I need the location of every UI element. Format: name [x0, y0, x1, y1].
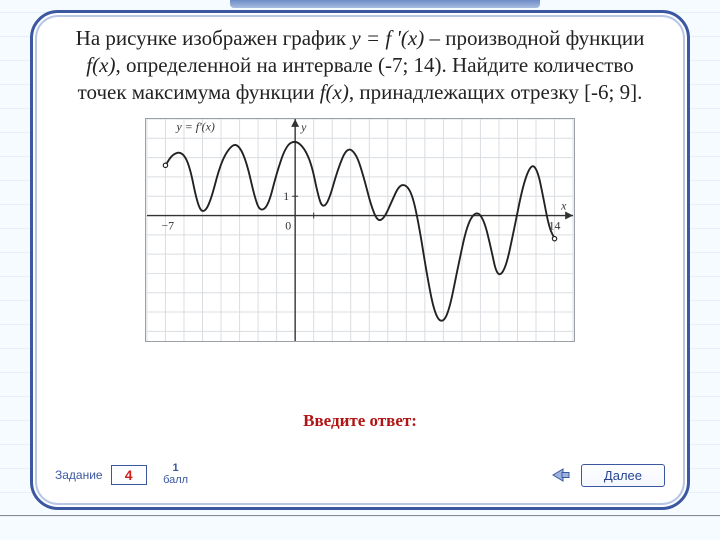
- answer-prompt: Введите ответ:: [33, 411, 687, 431]
- svg-text:y = f'(x): y = f'(x): [176, 119, 215, 133]
- svg-text:0: 0: [285, 218, 291, 232]
- svg-text:−7: −7: [161, 218, 174, 232]
- footer-bar: Задание 4 1 балл Далее: [55, 457, 665, 493]
- svg-text:1: 1: [283, 189, 289, 203]
- score-label: 1 балл: [159, 463, 193, 486]
- derivative-chart: y = f'(x) y x −7 14 0 1: [145, 118, 575, 342]
- chart-container: y = f'(x) y x −7 14 0 1: [65, 118, 655, 342]
- task-label: Задание: [55, 468, 103, 482]
- score-unit: балл: [159, 475, 193, 487]
- svg-text:x: x: [560, 198, 567, 212]
- top-accent-bar: [230, 0, 540, 8]
- page-divider: [0, 515, 720, 516]
- problem-text: На рисунке изображен график y = f '(x) –…: [65, 25, 655, 106]
- prev-arrow-icon: [551, 467, 571, 483]
- next-button[interactable]: Далее: [581, 464, 665, 487]
- svg-text:14: 14: [549, 218, 561, 232]
- svg-text:y: y: [300, 120, 307, 134]
- task-number-box: 4: [111, 465, 147, 485]
- problem-card: На рисунке изображен график y = f '(x) –…: [30, 10, 690, 510]
